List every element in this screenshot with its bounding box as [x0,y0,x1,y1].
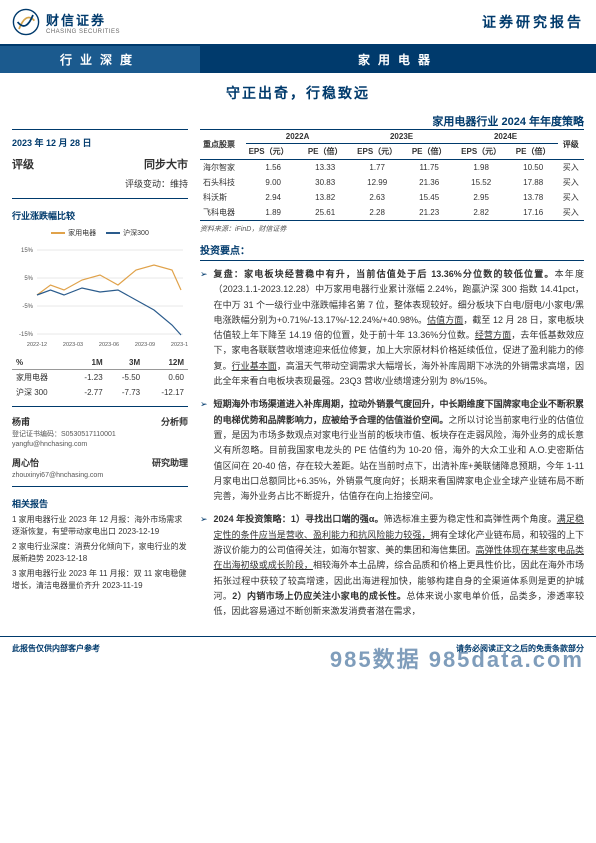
perf-col: 1M [69,356,106,370]
main-title: 守正出奇，行稳致远 [12,83,584,103]
analyst1-email: yangfu@hnchasing.com [12,440,188,450]
bar-sector: 家用电器 [200,46,596,73]
points-heading: 投资要点： [200,242,584,261]
main-column: 重点股票 2022A 2023E 2024E 评级 EPS（元）PE（倍）EPS… [200,129,584,628]
stock-source: 资料来源：iFinD，财信证券 [200,221,584,242]
analyst1-name: 杨甫 [12,415,30,428]
svg-text:-5%: -5% [22,304,33,310]
rating-change-label: 评级变动： [125,179,170,189]
sub-title: 家用电器行业 2024 年年度策略 [0,113,596,129]
stock-subcol: EPS（元） [246,144,301,160]
perf-col: % [12,356,69,370]
svg-text:2023-12: 2023-12 [171,342,188,348]
analyst1-cert-label: 登记证书编码： [12,431,61,438]
stock-row: 石头科技9.0030.8312.9921.3615.5217.88买入 [200,175,584,190]
bullet: ➢短期海外市场渠道进入补库周期，拉动外销景气度回升，中长期维度下国牌家电企业不断… [200,397,584,504]
watermark: 985数据 985data.com [0,642,596,674]
related-item: 3 家用电器行业 2023 年 11 月报：双 11 家电稳健增长，清洁电器量价… [12,568,188,592]
bullet: ➢复盘：家电板块经营稳中有升，当前估值处于后 13.36%分位数的较低位置。本年… [200,267,584,389]
performance-chart: 15% 5% -5% -15% 2022-12 2023-03 2023-06 2023-0… [12,240,188,350]
svg-text:-15%: -15% [19,332,34,338]
performance-table: %1M3M12M 家用电器-1.23-5.500.60沪深 300-2.77-7… [12,356,188,400]
stock-subcol: EPS（元） [350,144,405,160]
stock-col-rating: 评级 [558,130,584,160]
chart-heading: 行业涨跌幅比较 [12,205,188,226]
rating-value: 同步大市 [144,156,188,172]
svg-text:2023-06: 2023-06 [99,342,119,348]
perf-col: 3M [107,356,144,370]
related-item: 1 家用电器行业 2023 年 12 月报：海外市场需求逐渐恢复，有望带动家电出… [12,514,188,538]
analyst2-name: 周心怡 [12,456,39,469]
header: 财信证券 CHASING SECURITIES 证券研究报告 [0,0,596,46]
report-type: 证券研究报告 [482,12,584,32]
bullet-marker-icon: ➢ [200,512,208,619]
stock-col-2022: 2022A [246,130,350,144]
svg-text:2022-12: 2022-12 [27,342,47,348]
bar-industry-depth: 行业深度 [0,46,200,73]
section-bars: 行业深度 家用电器 [0,46,596,73]
stock-col-2023: 2023E [350,130,454,144]
legend-swatch-1 [51,232,65,234]
related-heading: 相关报告 [12,493,188,514]
legend-swatch-2 [106,232,120,234]
perf-row: 沪深 300-2.77-7.73-12.17 [12,385,188,400]
svg-text:15%: 15% [21,248,34,254]
legend-label-1: 家用电器 [68,228,96,238]
bullet-marker-icon: ➢ [200,397,208,504]
report-date: 2023 年 12 月 28 日 [12,136,188,153]
analyst2-role: 研究助理 [152,456,188,469]
bullet-marker-icon: ➢ [200,267,208,389]
rating-label: 评级 [12,156,34,172]
logo-en: CHASING SECURITIES [46,29,120,35]
stock-subcol: PE（倍） [301,144,350,160]
logo-mark [12,8,40,36]
related-item: 2 家电行业深度：消费分化倾向下，家电行业的发展新趋势 2023-12-18 [12,541,188,565]
sidebar: 2023 年 12 月 28 日 评级 同步大市 评级变动：维持 行业涨跌幅比较… [12,129,188,628]
analyst2-email: zhouxinyi67@hnchasing.com [12,471,188,481]
stock-subcol: PE（倍） [509,144,558,160]
stock-col-name: 重点股票 [200,130,246,160]
stock-col-2024: 2024E [454,130,558,144]
bullet: ➢2024 年投资策略：1）寻找出口端的强α。筛选标准主要为稳定性和高弹性两个角… [200,512,584,619]
svg-text:2023-09: 2023-09 [135,342,155,348]
title-block: 守正出奇，行稳致远 [0,73,596,113]
svg-text:2023-03: 2023-03 [63,342,83,348]
chart-legend: 家用电器 沪深300 [12,226,188,240]
stock-table: 重点股票 2022A 2023E 2024E 评级 EPS（元）PE（倍）EPS… [200,129,584,221]
stock-row: 科沃斯2.9413.822.6315.452.9513.78买入 [200,190,584,205]
rating-change-value: 维持 [170,179,188,189]
perf-col: 12M [144,356,188,370]
legend-label-2: 沪深300 [123,228,149,238]
svg-text:5%: 5% [24,276,33,282]
stock-subcol: EPS（元） [454,144,509,160]
logo-cn: 财信证券 [46,10,120,29]
stock-row: 海尔智家1.5613.331.7711.751.9810.50买入 [200,160,584,176]
analyst1-role: 分析师 [161,415,188,428]
logo: 财信证券 CHASING SECURITIES [12,8,120,36]
stock-row: 飞科电器1.8925.612.2821.232.8217.16买入 [200,205,584,221]
analyst1-cert: S0530517110001 [61,431,116,438]
stock-subcol: PE（倍） [405,144,454,160]
perf-row: 家用电器-1.23-5.500.60 [12,370,188,386]
